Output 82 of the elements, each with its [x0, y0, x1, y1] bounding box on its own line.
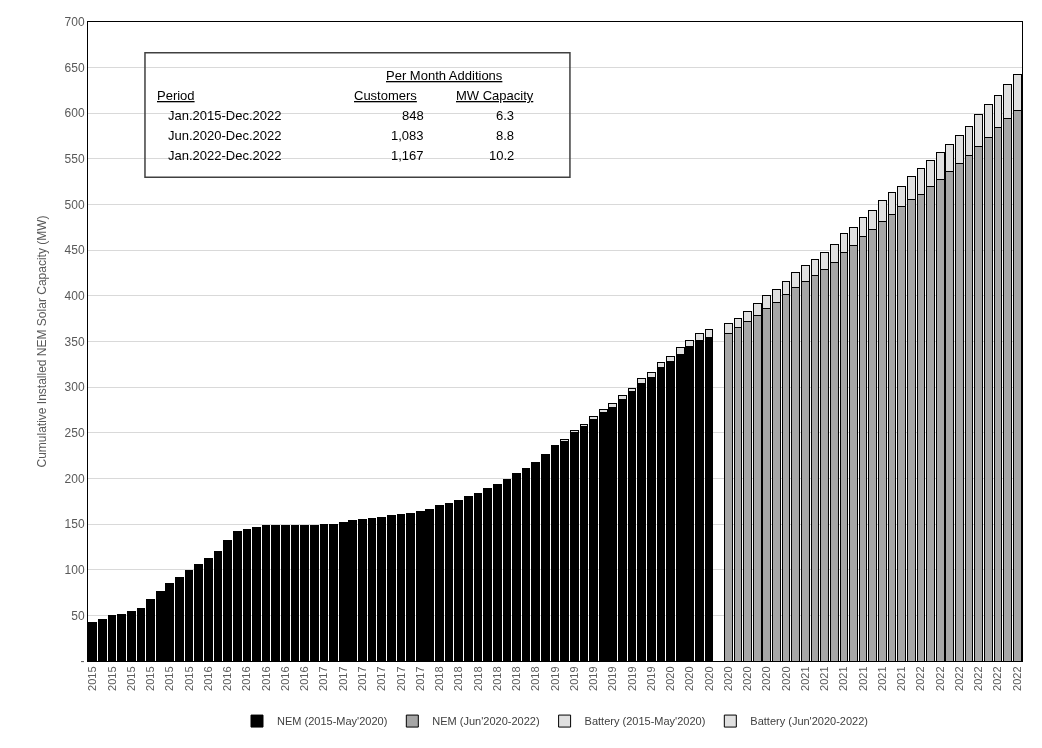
legend-label: NEM (Jun'2020-2022)	[432, 715, 540, 728]
x-tick-label: 2021	[895, 666, 908, 691]
y-tick-label: 550	[64, 152, 85, 167]
y-tick-label: 150	[64, 517, 85, 532]
annotation: Jan.2015-Dec.2022	[168, 108, 282, 123]
x-tick-label: 2022	[1010, 666, 1023, 691]
x-tick-label: 2016	[298, 666, 311, 691]
x-tick-label: 2019	[587, 666, 600, 691]
annotation: Period	[157, 88, 195, 103]
x-tick-label: 2017	[394, 666, 407, 691]
x-tick-label: 2018	[529, 666, 542, 691]
annotation: 10.2	[489, 148, 515, 163]
y-tick-label: 500	[64, 197, 85, 212]
x-tick-label: 2018	[510, 666, 523, 691]
x-tick-label: 2015	[144, 666, 157, 691]
y-tick-label: -	[80, 654, 85, 669]
annotation: Per Month Additions	[386, 68, 503, 83]
legend-label: NEM (2015-May'2020)	[277, 715, 388, 728]
x-tick-label: 2017	[375, 666, 388, 691]
x-tick-label: 2022	[933, 666, 946, 691]
annotation: MW Capacity	[456, 88, 534, 103]
x-tick-label: 2018	[490, 666, 503, 691]
x-tick-label: 2017	[413, 666, 426, 691]
x-tick-label: 2018	[452, 666, 465, 691]
x-tick-label: 2022	[991, 666, 1004, 691]
x-tick-label: 2018	[471, 666, 484, 691]
y-tick-label: 700	[64, 15, 85, 30]
x-tick-label: 2016	[201, 666, 214, 691]
y-tick-label: 650	[64, 60, 85, 75]
x-tick-label: 2020	[741, 666, 754, 691]
x-tick-label: 2019	[606, 666, 619, 691]
x-tick-label: 2022	[972, 666, 985, 691]
x-tick-label: 2020	[721, 666, 734, 691]
x-tick-label: 2020	[683, 666, 696, 691]
y-tick-label: 50	[71, 608, 85, 623]
x-tick-label: 2015	[182, 666, 195, 691]
x-tick-label: 2022	[914, 666, 927, 691]
y-tick-label: 200	[64, 471, 85, 486]
x-tick-label: 2020	[702, 666, 715, 691]
annotation: Customers	[354, 88, 418, 103]
y-tick-label: 450	[64, 243, 85, 258]
x-tick-label: 2015	[163, 666, 176, 691]
annotation: 1,167	[391, 148, 424, 163]
legend-label: Battery (Jun'2020-2022)	[750, 715, 868, 728]
x-tick-label: 2017	[317, 666, 330, 691]
x-tick-label: 2016	[259, 666, 272, 691]
x-tick-label: 2020	[760, 666, 773, 691]
x-tick-label: 2017	[356, 666, 368, 691]
y-tick-label: 600	[64, 106, 85, 121]
x-tick-label: 2020	[779, 666, 792, 691]
x-tick-label: 2015	[124, 666, 137, 691]
legend-label: Battery (2015-May'2020)	[584, 715, 706, 728]
annotation: 8.8	[496, 128, 515, 143]
x-tick-label: 2018	[433, 666, 446, 691]
annotation: 1,083	[391, 128, 424, 143]
x-tick-label: 2017	[336, 666, 349, 691]
y-tick-label: 350	[64, 334, 85, 349]
y-tick-label: 100	[64, 562, 85, 577]
x-tick-label: 2016	[240, 666, 253, 691]
y-tick-label: 400	[64, 289, 85, 304]
x-tick-label: 2019	[644, 666, 657, 691]
y-axis-title: Cumulative Installed NEM Solar Capacity (MW)	[34, 215, 49, 468]
x-tick-label: 2019	[567, 666, 580, 691]
x-tick-label: 2015	[105, 666, 118, 691]
y-tick-label: 250	[64, 425, 85, 440]
annotation: Jun.2020-Dec.2022	[168, 128, 282, 143]
x-tick-label: 2021	[798, 666, 811, 691]
annotation: 848	[402, 108, 424, 123]
x-tick-label: 2020	[664, 666, 677, 691]
x-tick-label: 2016	[278, 666, 291, 691]
y-tick-label: 300	[64, 380, 85, 395]
x-tick-label: 2019	[548, 666, 561, 691]
x-tick-label: 2021	[837, 666, 850, 691]
x-tick-label: 2019	[625, 666, 638, 691]
x-tick-label: 2022	[952, 666, 965, 691]
x-tick-label: 2015	[86, 666, 99, 691]
x-tick-label: 2021	[856, 666, 869, 691]
annotation: 6.3	[496, 108, 515, 123]
x-tick-label: 2021	[818, 666, 831, 691]
annotation: Jan.2022-Dec.2022	[168, 148, 282, 163]
x-tick-label: 2021	[875, 666, 888, 691]
x-tick-label: 2016	[221, 666, 234, 691]
